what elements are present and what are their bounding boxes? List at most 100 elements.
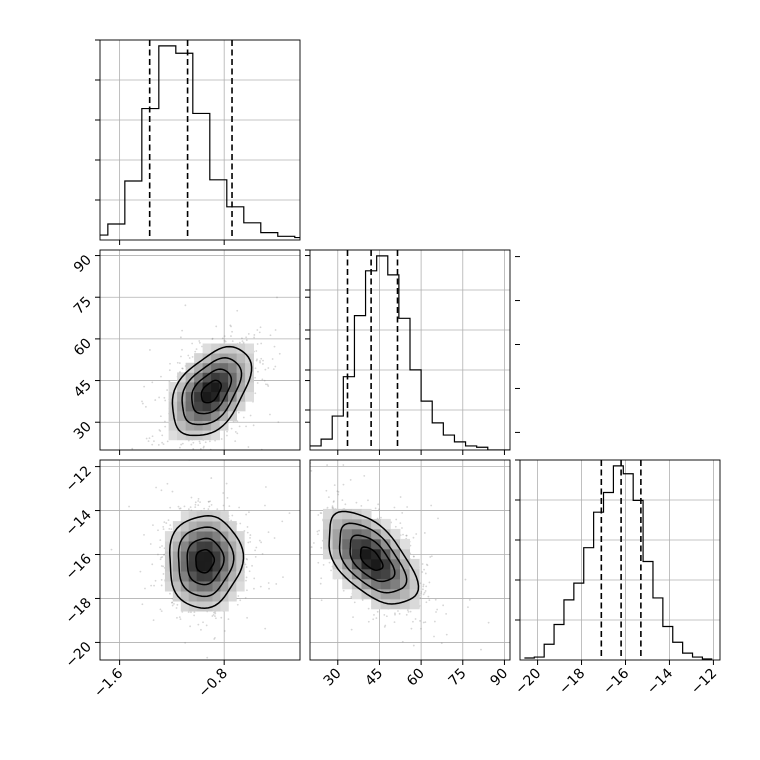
y-tick-label: 60 xyxy=(71,335,95,359)
sample-point xyxy=(342,483,345,486)
sample-point xyxy=(249,414,252,417)
sample-point xyxy=(162,528,165,531)
sample-point xyxy=(199,447,202,450)
sample-point xyxy=(232,420,235,423)
sample-point xyxy=(246,558,249,561)
sample-point xyxy=(181,442,184,445)
density-panel-1 xyxy=(99,459,301,673)
sample-point xyxy=(178,446,181,449)
density-cell xyxy=(211,410,221,421)
sample-point xyxy=(238,341,241,344)
sample-point xyxy=(317,561,320,564)
density-cell xyxy=(172,551,182,562)
sample-point xyxy=(144,455,146,457)
sample-point xyxy=(183,505,186,508)
sample-point xyxy=(272,368,275,371)
density-cell xyxy=(180,551,190,562)
sample-point xyxy=(256,358,258,361)
sample-point xyxy=(178,362,181,364)
sample-point xyxy=(422,585,425,588)
sample-point xyxy=(162,525,165,528)
sample-point xyxy=(194,501,197,504)
sample-point xyxy=(333,484,336,486)
density-cell xyxy=(380,598,391,610)
sample-point xyxy=(261,378,264,381)
sample-point xyxy=(442,604,445,607)
sample-point xyxy=(393,506,396,509)
density-frame xyxy=(99,249,301,451)
sample-point xyxy=(207,500,210,503)
sample-point xyxy=(349,479,352,481)
sample-point xyxy=(187,611,190,614)
density-cell xyxy=(409,598,420,610)
histogram-panel-2 xyxy=(515,459,721,661)
sample-point xyxy=(260,541,263,544)
density-cell xyxy=(211,353,221,364)
sample-point xyxy=(310,546,313,548)
sample-point xyxy=(433,635,435,638)
sample-point xyxy=(168,369,171,372)
sample-point xyxy=(331,507,334,509)
sample-point xyxy=(230,427,233,430)
sample-point xyxy=(155,486,157,489)
sample-point xyxy=(420,627,422,630)
sample-point xyxy=(143,385,146,388)
sample-point xyxy=(259,585,262,588)
sample-point xyxy=(162,565,165,568)
sample-point xyxy=(144,587,146,590)
x-tick-label: 75 xyxy=(446,666,470,690)
sample-point xyxy=(239,522,242,525)
sample-point xyxy=(424,572,427,575)
density-cell xyxy=(168,420,178,431)
sample-point xyxy=(256,343,259,345)
sample-point xyxy=(194,506,197,509)
sample-point xyxy=(181,329,184,332)
density-cell xyxy=(228,410,238,421)
sample-point xyxy=(207,456,209,458)
sample-point xyxy=(199,442,201,445)
sample-point xyxy=(205,624,208,627)
sample-point xyxy=(163,553,165,556)
density-cell xyxy=(188,521,198,532)
sample-point xyxy=(294,547,296,549)
sample-point xyxy=(188,469,190,471)
density-cell xyxy=(228,343,238,354)
density-cell xyxy=(351,558,362,570)
sample-point xyxy=(413,555,415,558)
sample-point xyxy=(131,447,134,450)
density-cell xyxy=(220,571,229,582)
density-cell xyxy=(351,588,362,600)
sample-point xyxy=(239,599,242,602)
density-cell xyxy=(228,401,238,412)
sample-point xyxy=(226,496,229,499)
sample-point xyxy=(211,338,214,340)
sample-point xyxy=(205,464,207,466)
sample-point xyxy=(149,671,151,673)
y-tick-label: 75 xyxy=(71,294,95,318)
sample-point xyxy=(151,435,154,438)
sample-point xyxy=(204,441,207,444)
sample-point xyxy=(236,309,239,312)
sample-point xyxy=(230,519,233,522)
sample-point xyxy=(331,505,334,508)
sample-point xyxy=(260,342,263,345)
sample-point xyxy=(245,557,248,560)
sample-point xyxy=(322,564,325,566)
sample-point xyxy=(178,616,181,619)
sample-point xyxy=(194,503,197,506)
sample-point xyxy=(208,505,211,508)
density-cell xyxy=(212,521,221,532)
sample-point xyxy=(304,299,306,301)
sample-point xyxy=(200,492,202,494)
density-cell xyxy=(204,581,213,592)
density-cell xyxy=(202,382,212,393)
density-cell xyxy=(371,528,382,540)
sample-point xyxy=(241,340,244,343)
density-cell xyxy=(185,382,195,393)
sample-point xyxy=(226,430,228,433)
sample-point xyxy=(189,625,192,628)
density-cell xyxy=(185,372,195,383)
x-tick-label: −14 xyxy=(644,665,676,697)
density-cell xyxy=(196,521,205,532)
sample-point xyxy=(161,556,164,558)
